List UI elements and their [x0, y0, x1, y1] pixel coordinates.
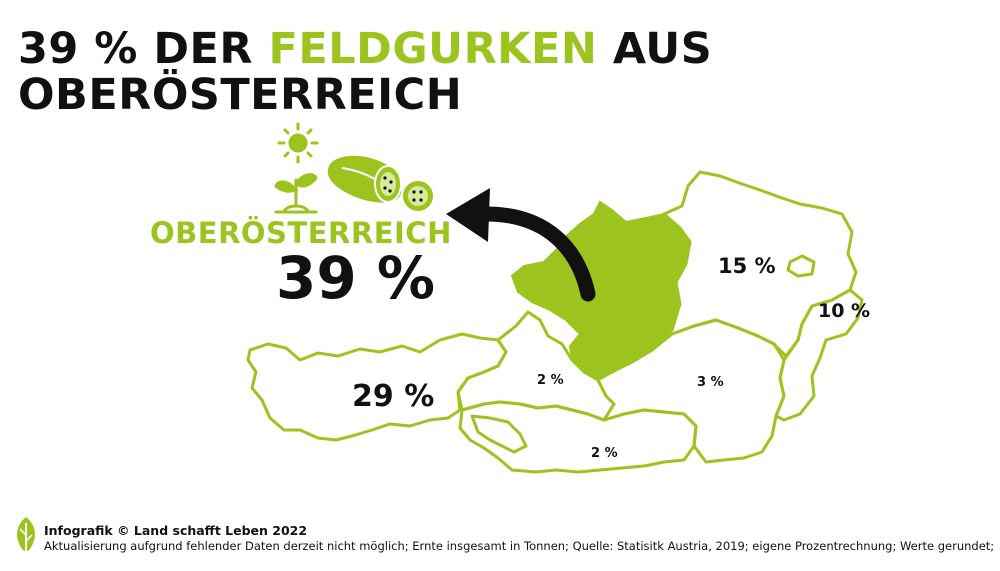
- cucumber-icon: [327, 155, 433, 211]
- label-kaernten: 2 %: [591, 446, 618, 461]
- region-wien: [786, 254, 816, 278]
- title-part1: 39 % DER: [18, 24, 269, 74]
- title-line2: OBERÖSTERREICH: [18, 70, 463, 120]
- page-title: 39 % DER FELDGURKEN AUS OBERÖSTERREICH: [18, 26, 712, 118]
- region-burgenland: [774, 288, 864, 422]
- label-salzburg: 2 %: [537, 373, 564, 388]
- label-steiermark: 3 %: [697, 375, 724, 390]
- arrow-icon: [446, 188, 596, 302]
- label-burgenland: 10 %: [818, 300, 871, 322]
- title-part2: AUS: [597, 24, 713, 74]
- leaf-logo-icon: [17, 517, 35, 553]
- region-callout-name: OBERÖSTERREICH: [150, 216, 452, 250]
- region-oberoesterreich: [510, 200, 692, 382]
- seedling-icon: [274, 173, 318, 214]
- label-tirol: 29 %: [352, 379, 435, 414]
- title-highlight: FELDGURKEN: [268, 24, 598, 74]
- footer-note: Aktualisierung aufgrund fehlender Daten …: [44, 539, 995, 553]
- label-niederoesterreich: 15 %: [718, 254, 776, 278]
- region-callout-value: 39 %: [276, 244, 436, 312]
- sun-icon: [277, 122, 319, 164]
- footer-credit: Infografik © Land schafft Leben 2022: [44, 523, 308, 538]
